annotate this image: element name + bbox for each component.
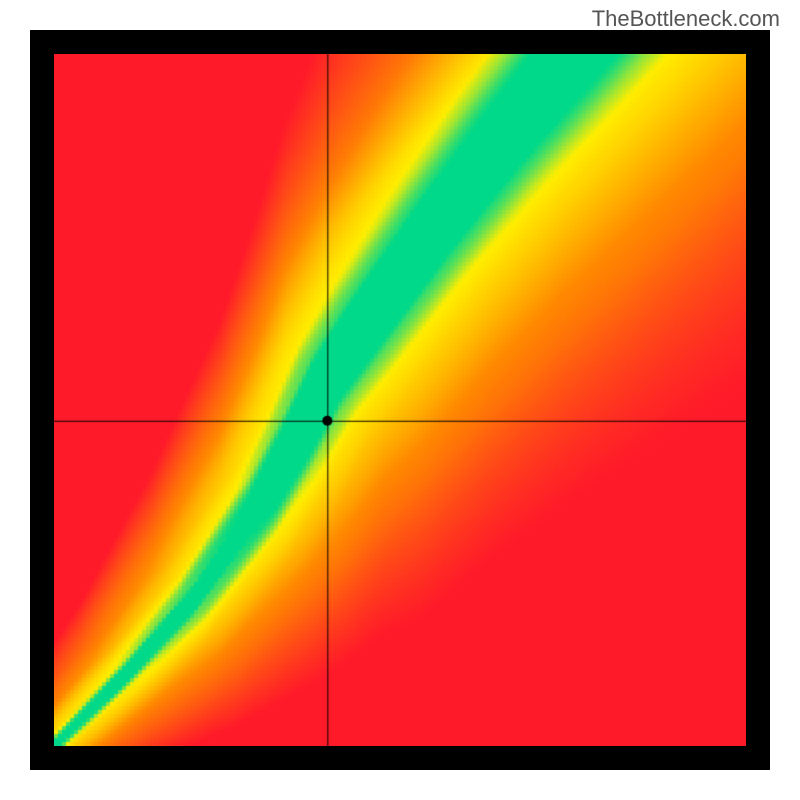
heatmap-plot-area bbox=[54, 54, 746, 746]
chart-outer-frame bbox=[30, 30, 770, 770]
watermark-text: TheBottleneck.com bbox=[592, 6, 780, 32]
heatmap-canvas bbox=[54, 54, 746, 746]
chart-container: TheBottleneck.com bbox=[0, 0, 800, 800]
